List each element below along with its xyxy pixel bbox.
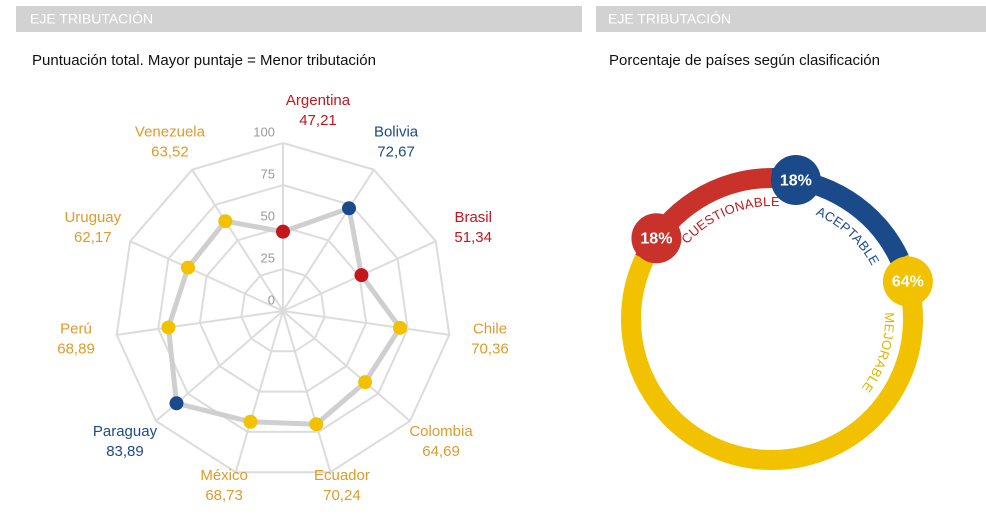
category-label: Venezuela	[135, 124, 206, 141]
value-label: 68,73	[205, 487, 243, 504]
radar-point	[342, 201, 357, 216]
header: EJE TRIBUTACIÓN	[30, 11, 153, 27]
r-tick-label: 75	[261, 166, 275, 181]
category-label: Argentina	[286, 92, 351, 109]
value-label: 68,89	[57, 340, 95, 357]
category-label: Perú	[60, 320, 92, 337]
radar-point	[243, 414, 258, 429]
grid-ring	[115, 141, 451, 474]
r-tick-label: 50	[261, 208, 275, 223]
radar-point	[358, 375, 373, 390]
chart-title: Puntuación total. Mayor puntaje = Menor …	[32, 52, 376, 69]
value-label: 51,34	[454, 229, 492, 246]
header: EJE TRIBUTACIÓN	[608, 11, 731, 27]
r-tick-label: 100	[253, 124, 275, 139]
value-label: 18%	[780, 172, 812, 189]
value-label: 47,21	[299, 112, 337, 129]
radar-point	[161, 320, 176, 335]
badge	[882, 256, 933, 307]
value-label: 64,69	[422, 443, 460, 460]
category-label: Colombia	[409, 423, 473, 440]
grid-ring	[157, 183, 409, 433]
value-label: 18%	[640, 230, 672, 247]
value-label: 83,89	[106, 443, 144, 460]
category-label: Bolivia	[374, 124, 419, 141]
value-label: 64%	[892, 274, 924, 291]
radar-point	[276, 224, 290, 239]
radar-point	[393, 320, 408, 335]
radar-point	[218, 214, 233, 229]
category-label: Chile	[473, 320, 507, 337]
value-label: 72,67	[377, 144, 415, 161]
category-label: Brasil	[454, 209, 492, 226]
value-label: 70,36	[471, 340, 509, 357]
radar-point	[169, 396, 184, 411]
category-label: México	[200, 467, 248, 484]
donut-segment	[621, 254, 923, 470]
radar-point	[354, 268, 369, 283]
category-label: Uruguay	[64, 209, 121, 226]
header-bar	[16, 6, 582, 32]
category-label: Paraguay	[93, 423, 158, 440]
category-label: Ecuador	[314, 467, 370, 484]
grid-ring	[240, 267, 326, 353]
value-label: 70,24	[323, 487, 361, 504]
r-tick-label: 0	[268, 292, 275, 307]
header-bar	[596, 6, 986, 32]
radar-line	[165, 205, 403, 427]
radar-point	[180, 260, 195, 275]
value-label: 62,17	[74, 229, 112, 246]
grid-ring	[198, 225, 368, 393]
value-label: 63,52	[151, 144, 189, 161]
r-tick-label: 25	[261, 250, 275, 265]
badge	[770, 155, 821, 206]
radar-point	[309, 417, 324, 432]
chart-title: Porcentaje de países según clasificación	[609, 52, 880, 69]
badge	[631, 213, 682, 264]
